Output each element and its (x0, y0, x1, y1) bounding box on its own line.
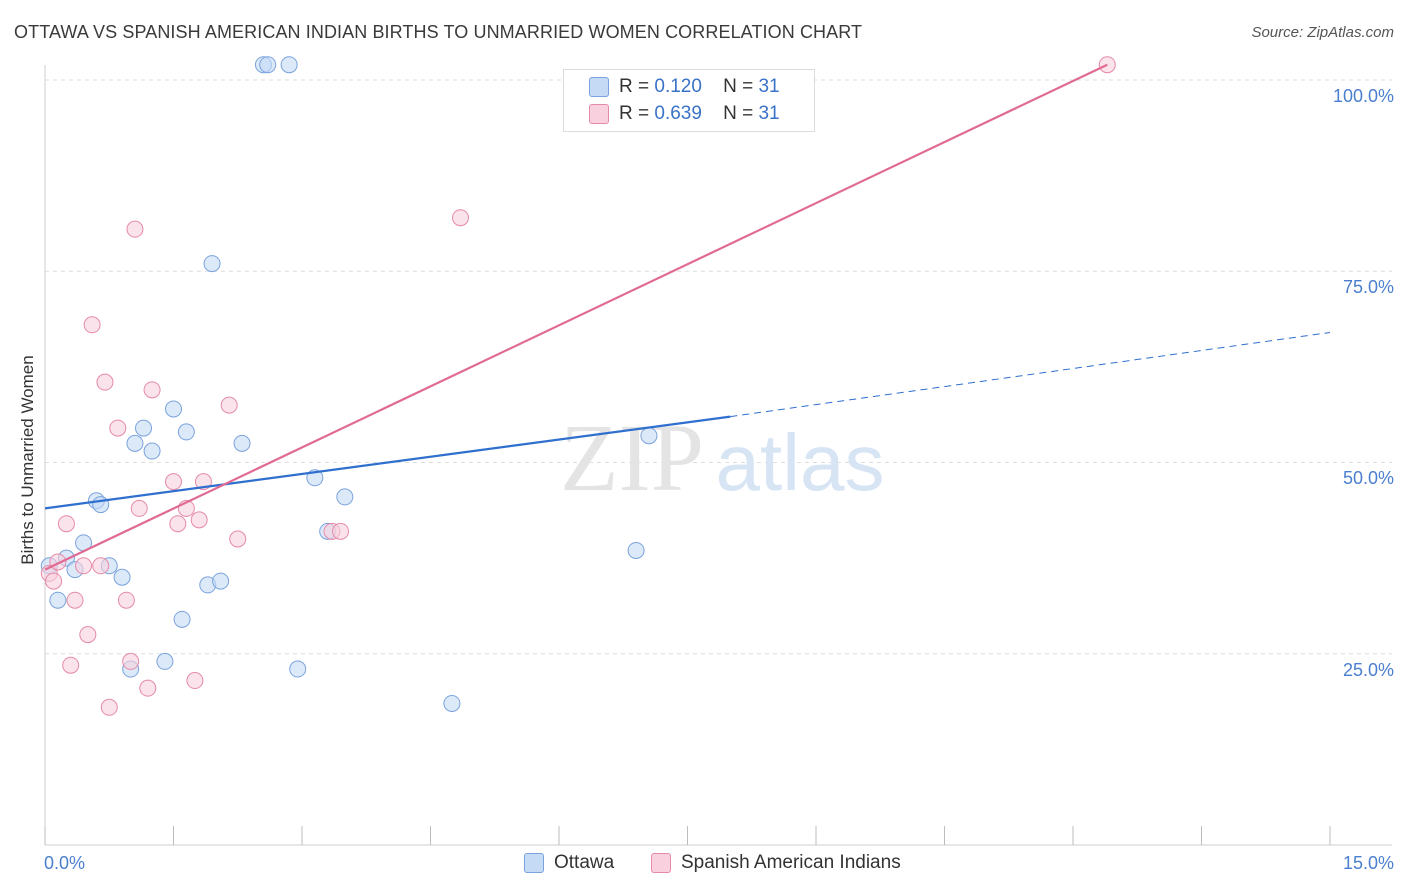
legend-r-label: R = (619, 103, 650, 124)
spanish-american-indians-point (186, 672, 204, 690)
legend-n-label: N = (723, 76, 754, 97)
spanish-american-indians-point (126, 220, 144, 238)
legend-row-spanish-american-indians: R = 0.639 N = 31 (589, 102, 780, 126)
watermark-atlas: atlas (716, 418, 885, 507)
ottawa-point (443, 694, 461, 712)
legend-swatch (589, 104, 609, 124)
ottawa-point (259, 56, 277, 74)
spanish-american-indians-point (220, 396, 238, 414)
ottawa-point (49, 591, 67, 609)
ottawa-point (212, 572, 230, 590)
ottawa-point (233, 434, 251, 452)
ottawa-point (135, 419, 153, 437)
spanish-american-indians-point (66, 591, 84, 609)
y-tick-label: 50.0% (1342, 468, 1394, 488)
ottawa-point (92, 496, 110, 514)
correlation-legend: R = 0.120 N = 31 R = 0.639 N = 31 (563, 69, 815, 132)
ottawa-point (165, 400, 182, 418)
legend-label: Spanish American Indians (681, 852, 901, 873)
spanish-american-indians-point (451, 209, 469, 227)
spanish-american-indians-point (62, 656, 80, 674)
ottawa-point (203, 255, 221, 273)
series-legend-spanish-american-indians: Spanish American Indians (651, 852, 901, 874)
spanish-american-indians-point (100, 698, 118, 716)
legend-n-label: N = (723, 103, 754, 124)
spanish-american-indians-point (139, 679, 157, 697)
spanish-american-indians-point (109, 419, 127, 437)
spanish-american-indians-point (75, 557, 93, 575)
y-tick-label: 100.0% (1332, 86, 1394, 106)
x-tick-label: 15.0% (1342, 853, 1394, 873)
spanish-american-indians-point (117, 591, 135, 609)
chart-title: OTTAWA VS SPANISH AMERICAN INDIAN BIRTHS… (14, 22, 863, 42)
legend-r-value: 0.120 (654, 76, 702, 97)
spanish-american-indians-point (332, 522, 350, 540)
ottawa-point (156, 652, 174, 670)
spanish-american-indians-point (45, 572, 63, 590)
y-tick-label: 25.0% (1342, 660, 1394, 680)
ottawa-point (280, 56, 298, 74)
legend-swatch (651, 853, 671, 873)
ottawa-point (126, 434, 144, 452)
chart-source: Source: ZipAtlas.com (1251, 24, 1394, 41)
spanish-american-indians-point (229, 530, 247, 548)
ottawa-trend-line-extension (730, 331, 1331, 418)
spanish-american-indians-trend-line (44, 63, 1108, 571)
legend-label: Ottawa (554, 852, 615, 873)
legend-swatch (589, 77, 609, 97)
ottawa-point (289, 660, 307, 678)
y-tick-label: 75.0% (1342, 277, 1394, 297)
ottawa-point (177, 423, 195, 441)
watermark-zip: ZIP (560, 404, 704, 511)
ottawa-point (113, 568, 131, 586)
spanish-american-indians-point (165, 473, 182, 491)
spanish-american-indians-point (92, 557, 110, 575)
spanish-american-indians-point (96, 373, 114, 391)
spanish-american-indians-point (122, 652, 140, 670)
legend-row-ottawa: R = 0.120 N = 31 (589, 75, 780, 99)
legend-n-value: 31 (758, 76, 780, 97)
legend-n-value: 31 (758, 103, 780, 124)
legend-swatch (524, 853, 544, 873)
legend-r-value: 0.639 (654, 103, 702, 124)
ottawa-point (640, 427, 658, 445)
spanish-american-indians-point (143, 381, 161, 399)
spanish-american-indians-point (169, 515, 187, 533)
ottawa-point (627, 541, 645, 559)
spanish-american-indians-point (190, 511, 208, 529)
spanish-american-indians-point (57, 515, 75, 533)
spanish-american-indians-point (130, 499, 148, 517)
spanish-american-indians-point (79, 626, 97, 644)
ottawa-trend-line (44, 415, 731, 510)
spanish-american-indians-point (83, 316, 101, 334)
x-tick-label: 0.0% (44, 853, 86, 873)
legend-r-label: R = (619, 76, 650, 97)
ottawa-point (336, 488, 354, 506)
series-legend-ottawa: Ottawa (524, 852, 614, 874)
ottawa-point (173, 610, 191, 628)
ottawa-point (143, 442, 161, 460)
